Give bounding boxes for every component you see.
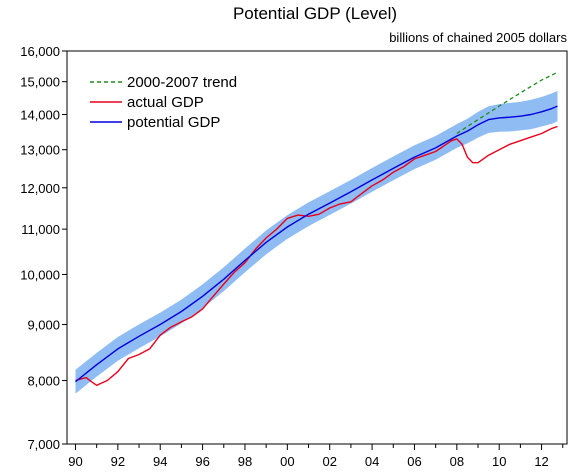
axes-layer: 7,000 8,000 9,000 10,000 11,000 12,000 13,000 1… <box>20 44 564 469</box>
y-tick-label: 12,000 <box>20 181 60 196</box>
series-lines-layer <box>75 71 558 386</box>
legend-label-potential-gdp: potential GDP <box>127 114 220 131</box>
x-tick-label: 12 <box>534 454 548 469</box>
x-tick-label: 94 <box>153 454 167 469</box>
y-tick-label: 13,000 <box>20 143 60 158</box>
x-tick-label: 00 <box>280 454 294 469</box>
y-tick-label: 7,000 <box>27 437 60 452</box>
x-tick-label: 96 <box>195 454 209 469</box>
y-tick-label: 15,000 <box>20 75 60 90</box>
y-tick-label: 8,000 <box>27 374 60 389</box>
y-tick-label: 14,000 <box>20 107 60 122</box>
x-tick-label: 04 <box>365 454 379 469</box>
x-tick-label: 98 <box>238 454 252 469</box>
y-tick-label: 10,000 <box>20 267 60 282</box>
x-tick-label: 08 <box>450 454 464 469</box>
legend-label-2000-2007-trend: 2000-2007 trend <box>127 74 237 91</box>
series-line-potential-gdp <box>75 105 558 383</box>
x-tick-label: 02 <box>322 454 336 469</box>
y-tick-label: 9,000 <box>27 318 60 333</box>
series-line-2000-2007-trend <box>456 71 558 135</box>
x-tick-label: 10 <box>492 454 506 469</box>
series-band-potential-gdp <box>75 90 558 394</box>
y-tick-label: 11,000 <box>21 222 60 237</box>
legend: 2000-2007 trend actual GDP potential GDP <box>90 74 237 131</box>
legend-label-actual-gdp: actual GDP <box>127 94 204 111</box>
confidence-band-layer <box>75 90 558 394</box>
chart-title: Potential GDP (Level) <box>233 4 397 23</box>
y-tick-label: 16,000 <box>20 44 60 59</box>
x-tick-label: 92 <box>111 454 125 469</box>
x-tick-label: 06 <box>407 454 421 469</box>
plot-frame <box>66 50 568 445</box>
x-tick-label: 90 <box>68 454 82 469</box>
chart-subtitle: billions of chained 2005 dollars <box>389 30 567 45</box>
series-line-actual-gdp <box>75 125 558 386</box>
